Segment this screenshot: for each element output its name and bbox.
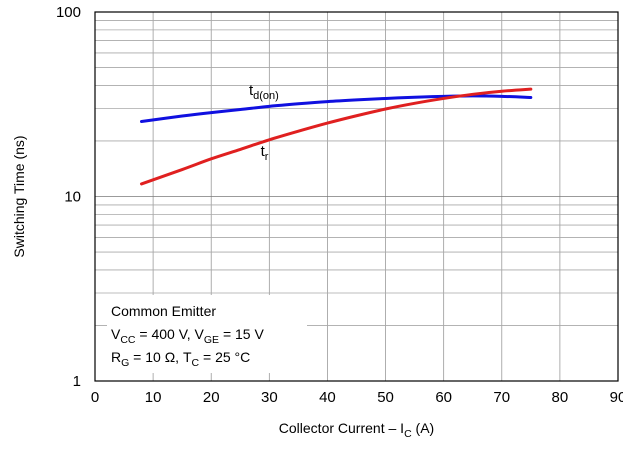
series-label-td-on: td(on) — [249, 82, 279, 102]
annotation-line-2-part: V — [111, 326, 121, 342]
x-tick-label: 50 — [377, 389, 394, 406]
y-axis-label: Switching Time (ns) — [11, 135, 27, 257]
x-tick-labels: 0 10 20 30 40 50 60 70 80 90 — [91, 389, 623, 406]
y-tick-label: 1 — [73, 373, 81, 390]
annotation-line-2-part: GE — [204, 334, 219, 346]
x-tick-label: 0 — [91, 389, 99, 406]
annotation-line-2-part: = 400 V, V — [136, 326, 205, 342]
y-tick-label: 100 — [56, 4, 81, 21]
x-tick-label: 80 — [552, 389, 569, 406]
x-tick-label: 20 — [203, 389, 220, 406]
x-tick-label: 30 — [261, 389, 278, 406]
y-tick-labels: 1 10 100 — [56, 4, 81, 390]
annotation-background — [107, 295, 307, 373]
annotation-line-2-part: = 15 V — [219, 326, 264, 342]
series-label-tr-sub: r — [265, 151, 269, 163]
x-axis-label-main: Collector Current – I — [279, 420, 404, 436]
annotation-line-2-part: CC — [120, 334, 136, 346]
y-tick-label: 10 — [64, 189, 81, 206]
series-lines — [139, 87, 533, 186]
annotation-line-3-part: G — [121, 357, 129, 369]
series-label-tr: tr — [261, 143, 269, 163]
x-tick-label: 90 — [610, 389, 623, 406]
grid — [95, 12, 618, 381]
annotation-line-3-part: R — [111, 349, 121, 365]
series-label-td-on-sub: d(on) — [253, 90, 279, 102]
annotation-line-3-part: C — [192, 357, 200, 369]
series-label-tr-main: t — [261, 143, 266, 160]
x-axis-label-tail: (A) — [412, 420, 435, 436]
annotation-line-3-part: = 10 Ω, T — [129, 349, 192, 365]
test-conditions-annotation: Common Emitter VCC = 400 V, VGE = 15 V R… — [107, 295, 307, 373]
annotation-line-3: RG = 10 Ω, TC = 25 °C — [111, 349, 250, 369]
series-line-tr — [139, 87, 533, 186]
annotation-line-2: VCC = 400 V, VGE = 15 V — [111, 326, 264, 346]
plot-frame — [94, 11, 619, 382]
annotation-line-3-part: = 25 °C — [199, 349, 250, 365]
x-tick-label: 70 — [493, 389, 510, 406]
x-axis-label: Collector Current – IC (A) — [279, 420, 434, 440]
x-tick-label: 10 — [145, 389, 162, 406]
x-tick-label: 60 — [435, 389, 452, 406]
x-axis-label-sub: C — [404, 428, 412, 440]
annotation-line-1: Common Emitter — [111, 303, 216, 319]
x-tick-label: 40 — [319, 389, 336, 406]
series-label-td-on-main: t — [249, 82, 254, 99]
